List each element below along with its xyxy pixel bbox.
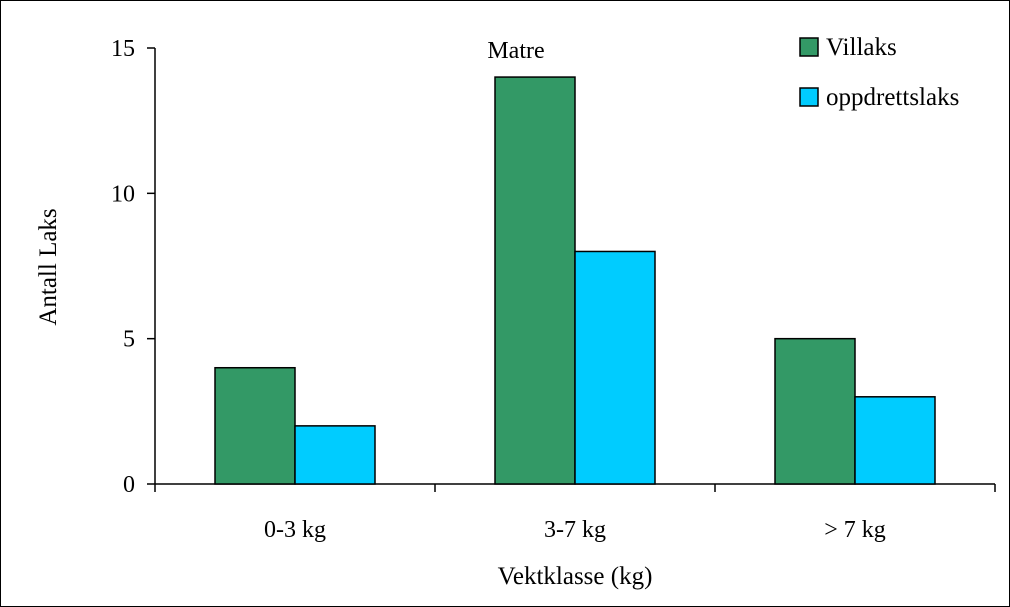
y-tick-label: 5: [123, 327, 135, 353]
legend-label: oppdrettslaks: [826, 84, 959, 111]
x-axis-title: Vektklasse (kg): [498, 563, 653, 590]
bar-villaks: [494, 76, 576, 485]
bar-villaks: [774, 337, 856, 485]
x-tick-label: > 7 kg: [824, 517, 886, 543]
x-tick-label: 3-7 kg: [544, 517, 606, 543]
bar-oppdrettslaks: [854, 396, 936, 485]
chart-title-annotation: Matre: [487, 38, 544, 64]
bar-oppdrettslaks: [574, 250, 656, 485]
y-tick-label: 0: [123, 472, 135, 498]
y-axis-title: Antall Laks: [35, 208, 62, 325]
bar-oppdrettslaks: [294, 425, 376, 485]
x-tick-label: 0-3 kg: [264, 517, 326, 543]
bars: [214, 76, 936, 485]
legend-swatch: [799, 87, 819, 107]
y-ticks: 0 5 10 15: [111, 36, 155, 498]
x-ticks: 0-3 kg 3-7 kg > 7 kg: [154, 484, 996, 543]
y-tick-label: 10: [111, 181, 135, 207]
legend: Villaks oppdrettslaks: [799, 34, 959, 111]
legend-swatch: [799, 37, 819, 57]
legend-label: Villaks: [826, 34, 897, 61]
y-tick-label: 15: [111, 36, 135, 62]
bar-villaks: [214, 366, 296, 485]
